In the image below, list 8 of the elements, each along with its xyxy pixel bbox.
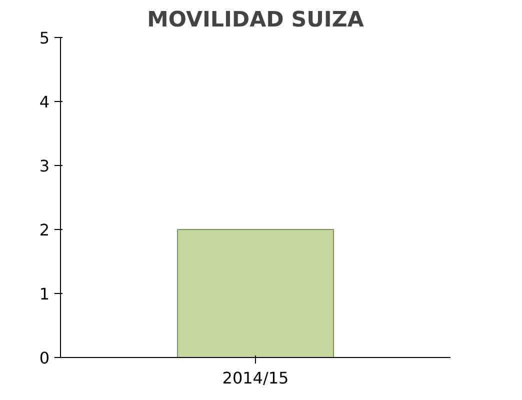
y-tick-label: 0 xyxy=(39,348,50,368)
y-tick-label: 5 xyxy=(39,28,50,48)
y-tick-label: 4 xyxy=(39,92,50,112)
x-tick-label: 2014/15 xyxy=(222,368,289,388)
chart-title: MOVILIDAD SUIZA xyxy=(147,8,364,32)
y-tick-label: 3 xyxy=(39,156,50,176)
y-tick-label: 2 xyxy=(39,220,50,240)
y-tick-label: 1 xyxy=(39,284,50,304)
